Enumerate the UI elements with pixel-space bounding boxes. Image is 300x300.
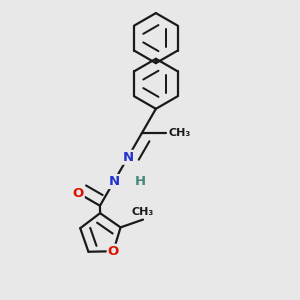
Text: O: O	[73, 187, 84, 200]
Text: N: N	[108, 175, 119, 188]
Text: O: O	[108, 245, 119, 258]
Text: CH₃: CH₃	[168, 128, 190, 138]
Text: H: H	[135, 175, 146, 188]
Text: CH₃: CH₃	[132, 207, 154, 217]
Text: N: N	[122, 151, 134, 164]
